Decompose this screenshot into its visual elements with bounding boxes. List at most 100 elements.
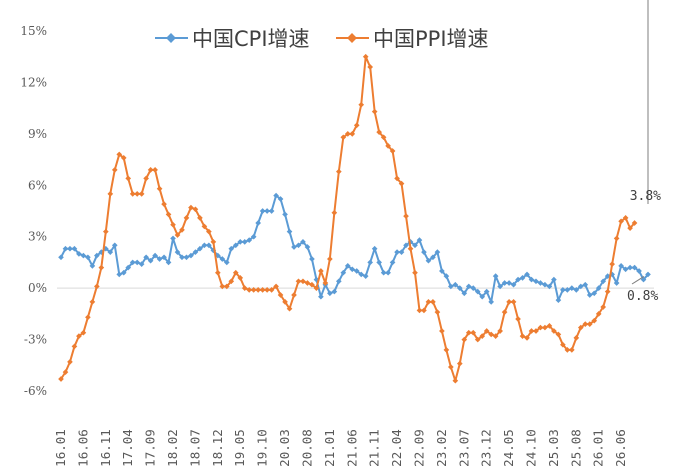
data-point <box>380 269 387 276</box>
data-point <box>519 275 526 281</box>
x-tick-label: 21.01 <box>322 429 337 467</box>
data-point <box>129 191 136 197</box>
data-point <box>564 287 571 293</box>
data-point <box>344 131 351 137</box>
data-point <box>327 290 333 297</box>
x-tick-label: 22.09 <box>411 429 426 467</box>
data-point <box>107 191 114 197</box>
data-point <box>228 245 235 252</box>
data-point <box>501 309 508 315</box>
data-point <box>573 335 580 341</box>
data-point <box>564 347 571 353</box>
data-point <box>304 244 311 250</box>
data-point <box>506 299 512 305</box>
data-point <box>165 259 172 266</box>
x-tick-label: 22.04 <box>389 429 404 467</box>
data-point <box>376 129 382 135</box>
x-tick-label: 21.06 <box>344 429 359 467</box>
data-point <box>300 278 306 285</box>
data-point <box>497 328 503 334</box>
data-point <box>232 242 239 249</box>
data-point <box>170 221 176 228</box>
data-point <box>542 281 548 288</box>
y-axis: -6% -3% 0% 3% 6% 9% 12% 15% <box>20 24 47 398</box>
data-point <box>134 191 141 197</box>
data-point <box>403 242 409 249</box>
data-point <box>636 268 642 274</box>
x-tick-label: 25.08 <box>568 429 583 467</box>
data-point <box>255 287 261 293</box>
data-point <box>349 266 356 273</box>
data-point <box>358 271 365 278</box>
data-point <box>295 278 302 285</box>
data-point <box>353 122 360 129</box>
data-point <box>188 204 194 211</box>
data-point <box>228 278 235 285</box>
data-point <box>125 175 132 182</box>
data-point <box>165 211 172 218</box>
data-point <box>577 324 584 331</box>
data-point <box>367 259 374 266</box>
data-point <box>627 225 633 231</box>
data-point <box>192 249 199 255</box>
data-point <box>201 242 208 249</box>
data-point <box>250 287 257 293</box>
x-tick-label: 18.02 <box>165 429 180 467</box>
y-tick-label: 15% <box>20 24 47 38</box>
data-point <box>510 299 517 305</box>
data-point <box>479 293 486 300</box>
data-point <box>295 242 302 249</box>
data-point <box>555 297 562 303</box>
data-point <box>622 215 629 221</box>
data-point <box>237 239 244 245</box>
data-point <box>273 283 279 290</box>
data-point <box>586 321 593 327</box>
x-tick-label: 24.05 <box>501 429 516 467</box>
data-point <box>573 287 580 293</box>
data-point <box>461 336 468 343</box>
data-point <box>577 283 584 290</box>
data-point <box>595 311 602 317</box>
data-point <box>385 143 391 149</box>
data-point <box>309 281 315 288</box>
data-point <box>492 333 499 339</box>
data-point <box>430 299 436 305</box>
data-point <box>156 185 163 192</box>
data-point <box>183 215 190 221</box>
x-tick-label: 20.08 <box>299 429 314 467</box>
data-point <box>613 235 620 242</box>
x-tick-label: 26.06 <box>613 429 628 467</box>
data-point <box>434 309 441 315</box>
data-point <box>277 196 284 202</box>
data-point <box>94 252 100 259</box>
data-point <box>161 201 167 207</box>
data-point <box>412 269 418 276</box>
data-point <box>483 288 490 295</box>
data-point <box>448 364 454 370</box>
data-point <box>255 220 261 226</box>
data-point <box>595 285 602 291</box>
data-point <box>380 134 387 141</box>
data-point <box>367 64 374 70</box>
data-point <box>609 261 615 267</box>
data-point <box>192 206 199 213</box>
data-point <box>322 280 329 286</box>
data-point <box>376 259 382 266</box>
data-point <box>425 257 432 264</box>
cpi-last-value-label: 0.8% <box>627 289 658 304</box>
data-point <box>116 271 123 278</box>
data-point <box>591 317 598 324</box>
data-point <box>80 329 87 336</box>
data-point <box>439 268 445 274</box>
data-point <box>371 108 378 115</box>
x-tick-labels: 16.01 16.06 16.11 17.04 17.09 18.02 18.07 18.12… <box>53 429 628 467</box>
data-point <box>631 220 638 226</box>
legend-cpi-marker <box>166 33 176 43</box>
data-point <box>76 333 82 339</box>
data-point <box>470 329 477 336</box>
data-point <box>94 283 100 290</box>
data-point <box>340 269 347 276</box>
data-point <box>188 252 194 259</box>
data-point <box>479 333 486 339</box>
data-point <box>219 256 226 262</box>
